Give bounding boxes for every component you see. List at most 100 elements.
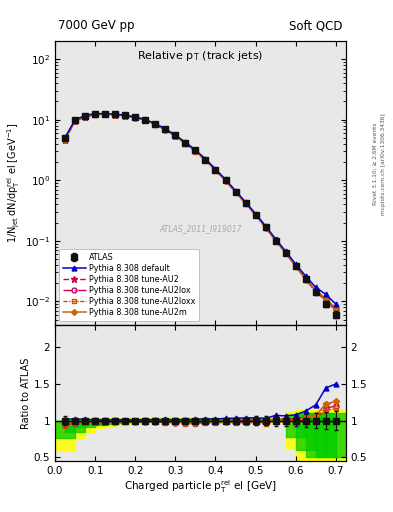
Pythia 8.308 tune-AU2lox [213, 167, 218, 174]
Pythia 8.308 tune-AU2m [153, 121, 158, 127]
Pythia 8.308 tune-AU2lox [153, 121, 158, 127]
Pythia 8.308 tune-AU2m [263, 224, 268, 230]
Pythia 8.308 tune-AU2loxx [93, 112, 97, 118]
Pythia 8.308 tune-AU2m [63, 136, 68, 142]
Pythia 8.308 default [193, 147, 198, 153]
Pythia 8.308 default [273, 236, 278, 242]
Pythia 8.308 tune-AU2 [243, 200, 248, 206]
Pythia 8.308 tune-AU2m [133, 114, 138, 120]
Line: Pythia 8.308 tune-AU2loxx: Pythia 8.308 tune-AU2loxx [62, 112, 338, 313]
Pythia 8.308 tune-AU2lox [183, 140, 188, 146]
Pythia 8.308 tune-AU2 [163, 126, 168, 133]
Pythia 8.308 tune-AU2m [83, 114, 88, 120]
Pythia 8.308 tune-AU2m [223, 178, 228, 184]
Pythia 8.308 tune-AU2 [303, 275, 308, 281]
Pythia 8.308 tune-AU2lox [283, 250, 288, 256]
Pythia 8.308 tune-AU2 [313, 288, 318, 294]
Pythia 8.308 tune-AU2loxx [303, 277, 308, 283]
Pythia 8.308 default [93, 111, 97, 117]
Pythia 8.308 tune-AU2loxx [323, 297, 328, 304]
Pythia 8.308 default [283, 248, 288, 254]
Pythia 8.308 tune-AU2lox [193, 148, 198, 155]
Pythia 8.308 tune-AU2lox [83, 114, 88, 120]
Pythia 8.308 tune-AU2loxx [173, 133, 178, 139]
Pythia 8.308 default [123, 112, 128, 118]
Pythia 8.308 default [63, 134, 68, 140]
Text: Soft QCD: Soft QCD [289, 19, 343, 32]
Pythia 8.308 tune-AU2 [113, 112, 118, 118]
Pythia 8.308 default [313, 284, 318, 290]
Pythia 8.308 tune-AU2lox [143, 117, 148, 123]
Pythia 8.308 tune-AU2m [73, 118, 77, 124]
Pythia 8.308 tune-AU2 [253, 211, 258, 218]
Pythia 8.308 tune-AU2lox [323, 297, 328, 303]
Pythia 8.308 tune-AU2m [243, 200, 248, 206]
Pythia 8.308 tune-AU2m [93, 111, 97, 117]
Pythia 8.308 tune-AU2loxx [153, 121, 158, 127]
Pythia 8.308 default [113, 111, 118, 117]
Pythia 8.308 default [203, 156, 208, 162]
Pythia 8.308 tune-AU2m [313, 288, 318, 294]
Line: Pythia 8.308 tune-AU2lox: Pythia 8.308 tune-AU2lox [62, 112, 338, 312]
Pythia 8.308 tune-AU2m [163, 126, 168, 133]
Pythia 8.308 tune-AU2 [323, 296, 328, 302]
Pythia 8.308 tune-AU2 [213, 167, 218, 173]
Pythia 8.308 tune-AU2loxx [293, 264, 298, 270]
Pythia 8.308 tune-AU2lox [163, 126, 168, 133]
Pythia 8.308 tune-AU2m [183, 140, 188, 146]
Text: Rivet 3.1.10; ≥ 2.6M events: Rivet 3.1.10; ≥ 2.6M events [373, 122, 378, 205]
Pythia 8.308 tune-AU2lox [93, 112, 97, 118]
Pythia 8.308 tune-AU2loxx [73, 118, 77, 124]
Pythia 8.308 tune-AU2loxx [273, 238, 278, 244]
Pythia 8.308 tune-AU2 [63, 137, 68, 143]
Pythia 8.308 default [293, 261, 298, 267]
Pythia 8.308 tune-AU2lox [303, 276, 308, 283]
Pythia 8.308 tune-AU2lox [293, 263, 298, 269]
Pythia 8.308 tune-AU2 [203, 157, 208, 163]
Pythia 8.308 tune-AU2lox [313, 288, 318, 294]
Pythia 8.308 tune-AU2loxx [213, 167, 218, 174]
Pythia 8.308 tune-AU2loxx [253, 212, 258, 219]
Pythia 8.308 tune-AU2m [253, 212, 258, 218]
Pythia 8.308 tune-AU2 [293, 263, 298, 269]
Pythia 8.308 tune-AU2 [103, 111, 108, 117]
Pythia 8.308 tune-AU2 [173, 133, 178, 139]
Pythia 8.308 tune-AU2loxx [123, 113, 128, 119]
Pythia 8.308 default [233, 188, 238, 194]
Text: 7000 GeV pp: 7000 GeV pp [58, 19, 134, 32]
Y-axis label: $1/N_{jet}\, dN/dp_T^{rel}$ el [GeV$^{-1}$]: $1/N_{jet}\, dN/dp_T^{rel}$ el [GeV$^{-1… [6, 123, 22, 243]
Pythia 8.308 default [73, 117, 77, 123]
Pythia 8.308 tune-AU2m [203, 157, 208, 163]
Pythia 8.308 default [103, 111, 108, 117]
Line: Pythia 8.308 tune-AU2m: Pythia 8.308 tune-AU2m [63, 112, 338, 311]
Pythia 8.308 tune-AU2lox [223, 178, 228, 184]
Pythia 8.308 default [223, 176, 228, 182]
Text: ATLAS_2011_I919017: ATLAS_2011_I919017 [159, 224, 242, 233]
Pythia 8.308 tune-AU2loxx [313, 289, 318, 295]
Pythia 8.308 tune-AU2 [273, 237, 278, 243]
X-axis label: Charged particle $p_T^{rel}$ el [GeV]: Charged particle $p_T^{rel}$ el [GeV] [124, 478, 277, 495]
Pythia 8.308 tune-AU2loxx [183, 141, 188, 147]
Pythia 8.308 tune-AU2 [133, 114, 138, 120]
Pythia 8.308 tune-AU2 [333, 306, 338, 312]
Pythia 8.308 tune-AU2loxx [283, 250, 288, 257]
Pythia 8.308 tune-AU2m [113, 112, 118, 118]
Pythia 8.308 tune-AU2m [173, 133, 178, 139]
Pythia 8.308 tune-AU2loxx [103, 111, 108, 117]
Pythia 8.308 tune-AU2 [183, 140, 188, 146]
Pythia 8.308 tune-AU2lox [173, 133, 178, 139]
Pythia 8.308 tune-AU2 [283, 249, 288, 255]
Pythia 8.308 tune-AU2lox [333, 307, 338, 313]
Y-axis label: Ratio to ATLAS: Ratio to ATLAS [21, 357, 31, 429]
Pythia 8.308 tune-AU2loxx [243, 201, 248, 207]
Pythia 8.308 tune-AU2m [283, 250, 288, 256]
Pythia 8.308 default [83, 113, 88, 119]
Pythia 8.308 tune-AU2m [213, 167, 218, 173]
Text: Relative $p_T$ (track jets): Relative $p_T$ (track jets) [137, 50, 264, 63]
Pythia 8.308 default [243, 199, 248, 205]
Pythia 8.308 default [173, 132, 178, 138]
Pythia 8.308 tune-AU2m [333, 306, 338, 312]
Pythia 8.308 tune-AU2loxx [113, 112, 118, 118]
Pythia 8.308 tune-AU2lox [233, 189, 238, 195]
Pythia 8.308 tune-AU2 [83, 114, 88, 120]
